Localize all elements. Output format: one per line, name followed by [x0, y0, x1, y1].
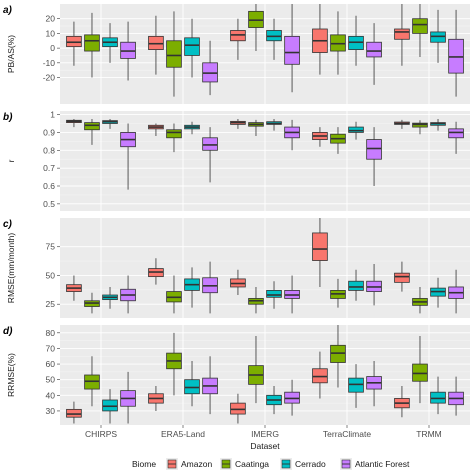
panel-tag: a) — [3, 5, 13, 16]
y-tick-label: 50 — [46, 270, 56, 280]
y-tick-label: 70 — [46, 343, 56, 353]
box-cerrado — [348, 280, 364, 291]
box-atlantic-forest — [448, 128, 464, 139]
box-cerrado — [348, 126, 364, 133]
legend-label: Amazon — [181, 459, 212, 469]
y-tick-label: 40 — [46, 390, 56, 400]
y-tick-label: -10 — [43, 58, 56, 68]
box-amazon — [394, 272, 410, 283]
x-tick-label: IMERG — [251, 429, 279, 439]
box-atlantic-forest — [366, 139, 382, 160]
legend-title: Biome — [132, 459, 156, 469]
box-amazon — [312, 232, 328, 261]
y-tick-label: 0.5 — [43, 199, 55, 209]
y-tick-label: 80 — [46, 328, 56, 338]
legend-label: Atlantic Forest — [355, 459, 410, 469]
x-tick-label: TerraClimate — [323, 429, 371, 439]
x-tick-label: ERA5-Land — [161, 429, 205, 439]
y-tick-label: 0.7 — [43, 163, 55, 173]
box-caatinga — [412, 18, 428, 34]
box-atlantic-forest — [202, 137, 218, 151]
y-tick-label: 0.9 — [43, 127, 55, 137]
box-caatinga — [84, 34, 100, 52]
box-cerrado — [184, 37, 200, 56]
y-tick-label: 0 — [50, 43, 55, 53]
x-tick-label: TRMM — [416, 429, 442, 439]
legend-label: Caatinga — [235, 459, 269, 469]
panel-tag: c) — [3, 219, 13, 230]
box-atlantic-forest — [366, 41, 382, 58]
x-axis-title: Dataset — [250, 441, 280, 451]
y-axis-title: r — [6, 159, 16, 162]
y-tick-label: 25 — [46, 299, 56, 309]
y-tick-label: 0.8 — [43, 145, 55, 155]
y-tick-label: 20 — [46, 14, 56, 24]
y-tick-label: 75 — [46, 242, 56, 252]
y-tick-label: -20 — [43, 73, 56, 83]
legend-label: Cerrado — [295, 459, 326, 469]
box-caatinga — [166, 40, 182, 68]
y-tick-label: 0.6 — [43, 181, 55, 191]
x-tick-label: CHIRPS — [85, 429, 117, 439]
y-tick-label: 30 — [46, 406, 56, 416]
y-tick-label: 60 — [46, 359, 56, 369]
y-axis-title: RRMSE(%) — [6, 353, 16, 397]
box-caatinga — [166, 129, 182, 139]
box-caatinga — [84, 122, 100, 131]
box-atlantic-forest — [284, 35, 300, 65]
y-tick-label: 1 — [50, 110, 55, 120]
box-amazon — [394, 28, 410, 40]
y-axis-title: RMSE(mm/month) — [6, 233, 16, 304]
y-tick-label: 50 — [46, 375, 56, 385]
y-axis-title: PB/AS(%) — [6, 35, 16, 73]
panel-tag: b) — [3, 112, 13, 123]
panel-tag: d) — [3, 326, 13, 337]
box-cerrado — [266, 290, 282, 298]
y-tick-label: 10 — [46, 28, 56, 38]
